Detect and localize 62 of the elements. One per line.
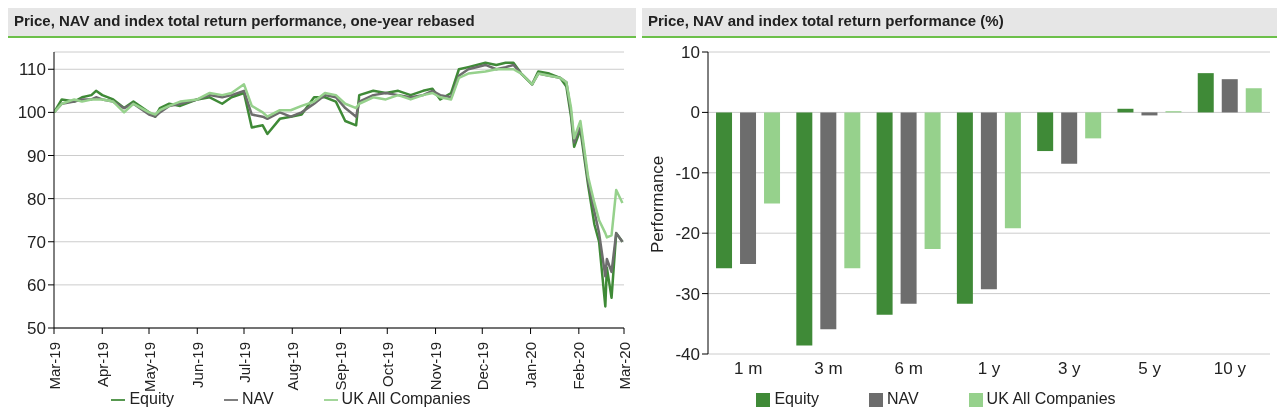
bar — [1141, 112, 1158, 116]
bar — [796, 112, 813, 346]
legend-label: UK All Companies — [986, 390, 1116, 407]
x-tick-label: Nov-19 — [427, 342, 445, 391]
bar — [980, 112, 997, 290]
chart-title: Price, NAV and index total return performance (%) — [642, 8, 1277, 38]
x-tick-label: 6 m — [894, 359, 923, 379]
x-tick-label: Aug-19 — [283, 342, 301, 391]
legend-label: UK All Companies — [341, 390, 471, 407]
x-tick-label: Jan-20 — [522, 342, 540, 388]
x-tick-label: Feb-20 — [570, 342, 588, 390]
bar — [1221, 79, 1238, 113]
y-tick-label: 10 — [681, 43, 700, 63]
bar — [1245, 88, 1262, 113]
y-tick-label: 50 — [27, 319, 46, 339]
bar — [844, 112, 861, 269]
bar — [956, 112, 973, 304]
bar — [924, 112, 941, 249]
x-tick-label: Mar-19 — [45, 342, 63, 390]
y-tick-label: 110 — [18, 60, 46, 80]
bar — [740, 112, 757, 264]
x-tick-label: May-19 — [140, 342, 158, 393]
legend-label: Equity — [774, 390, 819, 407]
x-tick-label: Jun-19 — [188, 342, 206, 388]
line-series — [54, 68, 624, 239]
x-tick-label: 10 y — [1213, 359, 1247, 379]
x-tick-label: Dec-19 — [473, 342, 491, 391]
bar — [876, 112, 893, 315]
y-tick-label: 80 — [27, 189, 46, 209]
y-tick-label: -20 — [675, 224, 700, 244]
bar — [1197, 73, 1214, 113]
y-tick-label: -30 — [675, 284, 700, 304]
x-tick-label: Jul-19 — [235, 342, 253, 383]
y-tick-label: 70 — [27, 232, 46, 252]
x-tick-label: 5 y — [1138, 359, 1162, 379]
y-tick-label: 60 — [27, 275, 46, 295]
x-tick-label: Oct-19 — [378, 342, 396, 388]
y-axis-title: Performance — [648, 155, 668, 253]
x-tick-label: 1 m — [733, 359, 763, 379]
x-tick-label: 1 y — [977, 359, 1001, 379]
x-tick-label: Sep-19 — [332, 342, 350, 391]
x-tick-label: 3 y — [1057, 359, 1082, 379]
bar — [1061, 112, 1078, 164]
x-tick-label: 3 m — [814, 359, 843, 379]
bar — [1085, 112, 1102, 139]
chart-title: Price, NAV and index total return performance, one-year rebased — [8, 8, 636, 38]
legend-label: NAV — [241, 390, 274, 407]
x-tick-label: Mar-20 — [615, 342, 633, 390]
y-tick-label: 100 — [17, 103, 46, 123]
x-tick-label: Apr-19 — [93, 342, 111, 388]
bar — [764, 112, 781, 204]
y-tick-label: 0 — [690, 103, 700, 123]
bar — [900, 112, 917, 304]
bar — [716, 112, 733, 269]
bar — [820, 112, 837, 330]
bar — [1004, 112, 1021, 229]
y-tick-label: -10 — [675, 163, 700, 183]
y-tick-label: -40 — [675, 345, 700, 365]
legend-label: NAV — [886, 390, 919, 407]
legend-label: Equity — [129, 390, 174, 407]
y-tick-label: 90 — [27, 146, 46, 166]
bar — [1037, 112, 1054, 152]
